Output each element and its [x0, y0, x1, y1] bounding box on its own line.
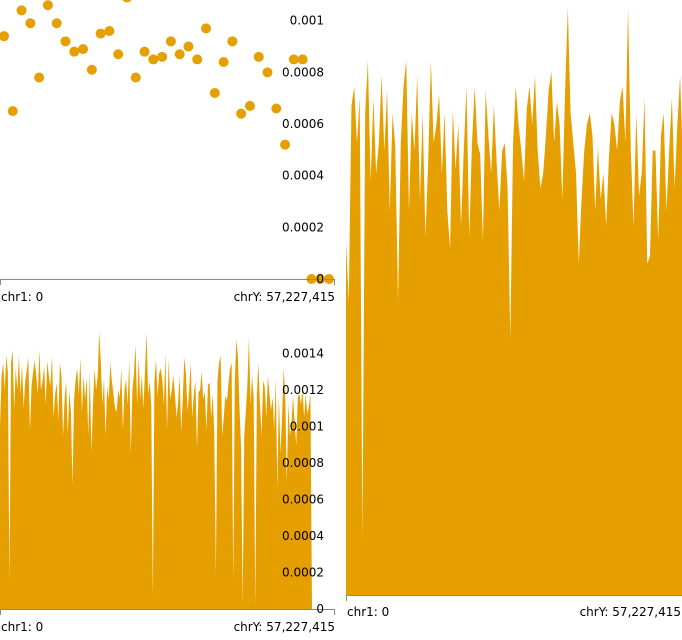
scatter-point [34, 72, 45, 83]
area-track-small: 0 0.0002 0.0004 0.0006 0.0008 0.001 0.0012 0.00… [0, 330, 336, 636]
scatter-point [174, 49, 185, 60]
y-tick-label: 0.0008 [282, 65, 324, 79]
scatter-point [236, 108, 247, 119]
y-tick-label: 0.0008 [282, 456, 324, 470]
x-label-start: chr1: 0 [1, 290, 44, 304]
scatter-point [16, 5, 27, 16]
scatter-point [165, 36, 176, 47]
area-plot-small: 0 0.0002 0.0004 0.0006 0.0008 0.001 0.0012 0.00… [0, 331, 335, 616]
scatter-point [288, 54, 299, 65]
scatter-point [78, 44, 89, 55]
area-series [0, 331, 312, 609]
scatter-point [201, 23, 212, 34]
y-tick-label: 0.001 [290, 14, 324, 28]
scatter-point [218, 57, 229, 67]
scatter-point [297, 54, 308, 65]
scatter-point [130, 72, 141, 83]
scatter-point [51, 18, 62, 29]
scatter-point [25, 18, 36, 29]
x-label-end: chrY: 57,227,415 [233, 620, 335, 634]
x-label-start: chr1: 0 [1, 620, 44, 634]
y-tick-label: 0.0004 [282, 529, 324, 543]
scatter-point [60, 36, 71, 47]
scatter-point [271, 103, 282, 114]
scatter-point [104, 26, 115, 36]
scatter-point [262, 67, 273, 78]
y-tick-label: 0.0004 [282, 169, 324, 183]
scatter-point [227, 36, 238, 47]
scatter-point [0, 31, 9, 42]
scatter-point [183, 41, 194, 52]
scatter-plot: 0 0.0002 0.0004 0.0006 0.0008 0.001 [0, 0, 335, 286]
x-label-end: chrY: 57,227,415 [233, 290, 335, 304]
scatter-point [148, 54, 159, 65]
scatter-point [122, 0, 132, 3]
y-tick-label: 0.0002 [282, 566, 324, 580]
scatter-point [192, 54, 203, 65]
scatter-point [42, 0, 53, 11]
y-tick-label: 0.001 [290, 420, 324, 434]
scatter-point [86, 64, 97, 75]
x-label-start: chr1: 0 [347, 605, 390, 619]
y-tick-label: 0.0002 [282, 220, 324, 234]
scatter-point [95, 28, 106, 39]
y-tick-label: 0.0006 [282, 117, 324, 131]
scatter-point [244, 100, 255, 111]
area-track-large: 00.00010.00020.00030.00040.00050.00060.0… [346, 0, 682, 622]
scatter-point [69, 46, 80, 57]
y-tick-label: 0.0014 [282, 347, 324, 361]
scatter-point [7, 106, 18, 117]
scatter-point [157, 51, 168, 62]
y-tick-label: 0.0012 [282, 383, 324, 397]
scatter-track: 0 0.0002 0.0004 0.0006 0.0008 0.001 chr1: 0 c… [0, 0, 336, 306]
area-plot-large: 00.00010.00020.00030.00040.00050.00060.0… [346, 7, 682, 601]
scatter-point [139, 46, 150, 57]
scatter-point [280, 139, 291, 150]
scatter-point [209, 88, 220, 98]
x-label-end: chrY: 57,227,415 [579, 605, 681, 619]
y-tick-label: 0 [316, 602, 324, 616]
y-tick-label: 0.0006 [282, 493, 324, 507]
y-tick-label: 0 [316, 272, 324, 286]
scatter-point [113, 49, 124, 60]
area-series [346, 7, 682, 595]
scatter-point [253, 51, 264, 62]
